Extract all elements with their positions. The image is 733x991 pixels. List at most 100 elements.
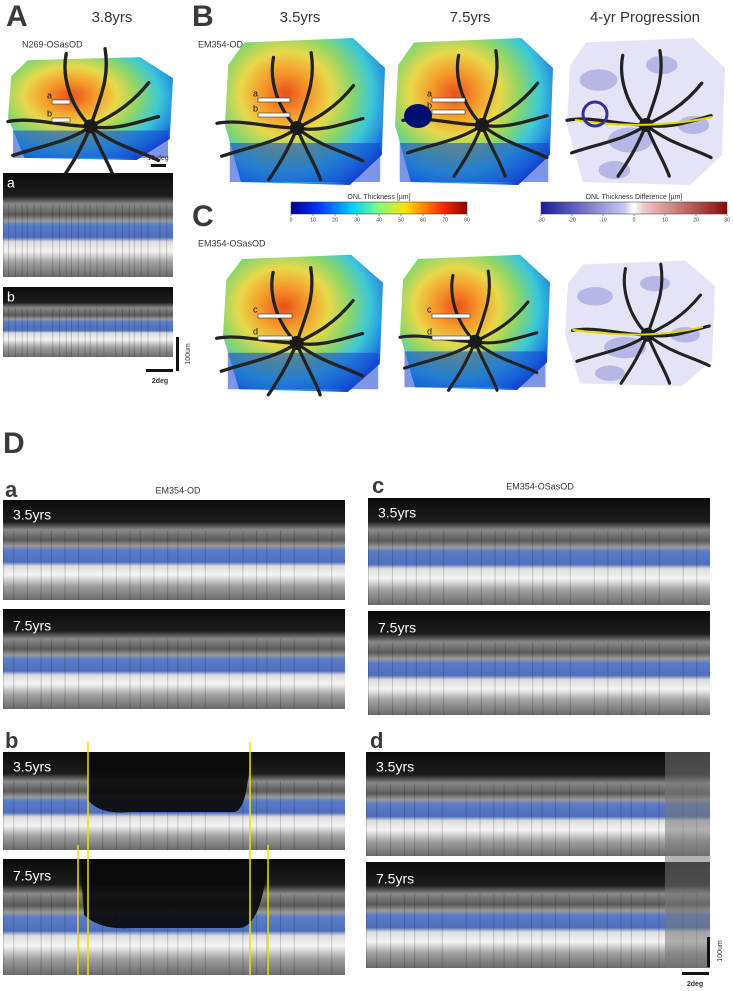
oct-shadow [122,308,123,357]
scan-line [257,97,291,103]
panel-letter: D [3,427,25,460]
oct-image [3,500,345,600]
scan-label: c [427,304,432,314]
oct-shadow [115,639,117,709]
map-blotch [579,69,618,91]
oct-shadow [78,530,80,600]
oct-shadow [122,204,123,277]
oct-shadow [65,308,67,357]
scan-line [431,335,471,341]
oct-shadow [465,783,467,856]
colorbar-tick-label: 60 [420,217,426,223]
scan-line [51,117,71,123]
oct-shadow [59,204,61,277]
oct-shadow [630,893,632,968]
oct-shadow [13,530,15,600]
oct-shadow [8,308,10,357]
oct-shadow [26,893,28,975]
oct-shadow [52,308,54,357]
oct-shadow [3,639,4,709]
colorbar-tick-label: -30 [537,217,544,223]
oct-image [366,862,710,968]
scan-label: b [47,108,52,118]
oct-shadow [159,308,161,357]
oct-shadow [102,893,104,975]
oct-shadow [266,530,268,600]
eye-label: EM354-OSasOD [506,481,574,491]
oct-shadow [204,893,206,975]
oct-shadow [242,639,244,709]
oct-shadow [50,639,52,709]
colorbar-tick-label: 70 [442,217,448,223]
row-label: 7.5yrs [13,868,51,884]
oct-shadow [115,893,117,975]
oct-shadow [14,204,16,277]
oct-shadow [467,642,469,715]
oct-shadow [40,639,42,709]
oct-shadow [696,530,698,605]
vessel [88,47,109,129]
oct-shadow [331,530,333,600]
oct-shadow [78,639,80,709]
oct-scan [368,611,710,715]
oct-shadow [256,893,258,975]
oct-shadow [40,204,42,277]
oct-scan [3,173,173,277]
oct-shadow [415,642,417,715]
colorbar-tick-label: 20 [693,217,699,223]
oct-shadow [631,642,633,715]
scale-bar [176,337,179,371]
row-label: 3.5yrs [13,507,51,523]
oct-shadow [593,893,595,968]
scan-line [257,112,291,118]
oct-shadow [391,642,393,715]
oct-shadow [78,781,80,850]
oct-shadow [21,308,23,357]
eye-label: N269-OSasOD [22,39,83,49]
vessel [645,333,711,368]
oct-shadow [658,893,660,968]
oct-shadow [331,781,333,850]
oct-shadow [645,642,647,715]
oct-shadow [96,308,98,357]
oct-label: a [7,175,15,191]
oct-shadow [33,204,35,277]
oct-shadow [3,204,4,277]
oct-shadow [467,530,469,605]
oct-shadow [115,781,117,850]
oct-shadow [541,893,543,968]
oct-shadow [317,781,319,850]
lesion [404,104,432,128]
oct-shadow [429,530,431,605]
oct-shadow [682,530,684,605]
scan-label: d [253,326,258,336]
vessel [294,341,365,378]
oct-shadow [280,639,282,709]
vessel [219,341,299,373]
oct-shadow [50,781,52,850]
map-blotch [577,287,613,306]
oct-shadow [128,204,130,277]
oct-shadow [266,893,268,975]
optic-disc [83,119,98,134]
optic-disc [474,118,489,132]
oct-shadow [293,893,295,975]
oct-shadow [167,893,169,975]
oct-shadow [293,781,295,850]
oct-shadow [531,893,533,968]
oct-shadow [658,642,660,715]
oct-shadow [59,308,61,357]
oct-shadow [569,642,571,715]
oct-shadow [228,781,230,850]
oct-shadow [77,204,79,277]
oct-shadow [504,642,506,715]
vessel [294,266,314,345]
oct-shadow [26,530,28,600]
map-blotch [677,116,710,134]
oct-shadow [293,530,295,600]
row-label: 3.5yrs [13,759,51,775]
oct-shadow [376,783,378,856]
oct-shadow [555,783,557,856]
oct-shadow [493,893,495,968]
